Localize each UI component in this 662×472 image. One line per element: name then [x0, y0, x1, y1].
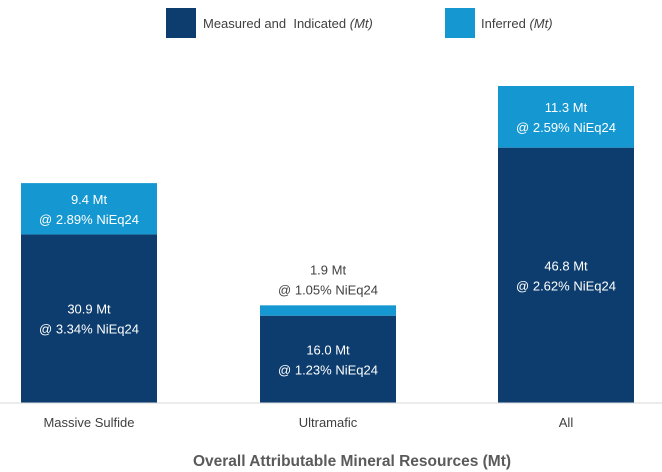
category-labels: Massive Sulfide Ultramafic All	[43, 415, 573, 430]
data-label-line: 9.4 Mt	[71, 192, 108, 207]
category-label-all: All	[559, 415, 574, 430]
data-label-line: @ 3.34% NiEq24	[39, 322, 139, 337]
data-label-inferred-ultramafic: 1.9 Mt @ 1.05% NiEq24	[278, 262, 378, 297]
data-label-line: 30.9 Mt	[67, 302, 111, 317]
bar-measured-indicated-all	[498, 147, 634, 403]
data-label-line: 1.9 Mt	[310, 262, 347, 277]
data-label-line: @ 2.59% NiEq24	[516, 120, 616, 135]
legend-swatch-inferred	[445, 8, 475, 38]
bar-inferred-ultramafic	[260, 305, 396, 316]
data-label-measured-indicated-all: 46.8 Mt @ 2.62% NiEq24	[516, 258, 616, 293]
data-label-line: @ 2.89% NiEq24	[39, 212, 139, 227]
bar-measured-indicated-massive-sulfide	[21, 234, 157, 403]
category-label-ultramafic: Ultramafic	[299, 415, 358, 430]
data-label-line: 16.0 Mt	[306, 342, 350, 357]
legend-unit-measured-indicated: (Mt)	[350, 16, 373, 31]
bar-measured-indicated-ultramafic	[260, 315, 396, 403]
data-label-line: 11.3 Mt	[545, 100, 588, 115]
legend-unit-inferred: (Mt)	[529, 16, 552, 31]
legend-name-inferred: Inferred	[481, 16, 526, 31]
data-label-line: @ 2.62% NiEq24	[516, 278, 616, 293]
data-label-measured-indicated-ultramafic: 16.0 Mt @ 1.23% NiEq24	[278, 342, 378, 377]
bar-inferred-massive-sulfide	[21, 183, 157, 235]
data-label-measured-indicated-massive-sulfide: 30.9 Mt @ 3.34% NiEq24	[39, 302, 139, 337]
bars: 30.9 Mt @ 3.34% NiEq24 9.4 Mt @ 2.89% NiEq2…	[21, 86, 634, 403]
category-label-massive-sulfide: Massive Sulfide	[43, 415, 134, 430]
legend-name-measured-indicated: Measured and Indicated	[203, 16, 346, 31]
data-label-line: 46.8 Mt	[544, 258, 588, 273]
legend-label-inferred: Inferred (Mt)	[481, 16, 553, 31]
data-label-line: @ 1.23% NiEq24	[278, 362, 378, 377]
bar-inferred-all	[498, 86, 634, 148]
data-label-inferred-all: 11.3 Mt @ 2.59% NiEq24	[516, 100, 616, 135]
data-label-inferred-massive-sulfide: 9.4 Mt @ 2.89% NiEq24	[39, 192, 139, 227]
legend: Measured and Indicated (Mt) Inferred (Mt…	[166, 8, 553, 38]
legend-swatch-measured-indicated	[166, 8, 196, 38]
legend-label-measured-indicated: Measured and Indicated (Mt)	[203, 16, 373, 31]
data-label-line: @ 1.05% NiEq24	[278, 282, 378, 297]
x-axis-title: Overall Attributable Mineral Resources (…	[193, 453, 511, 470]
